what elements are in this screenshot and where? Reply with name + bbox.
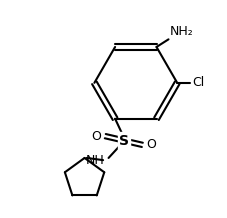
Text: O: O bbox=[91, 130, 101, 143]
Text: S: S bbox=[118, 133, 128, 148]
Text: NH: NH bbox=[85, 154, 104, 167]
Text: NH₂: NH₂ bbox=[169, 25, 192, 38]
Text: Cl: Cl bbox=[192, 76, 204, 89]
Text: O: O bbox=[146, 138, 156, 151]
